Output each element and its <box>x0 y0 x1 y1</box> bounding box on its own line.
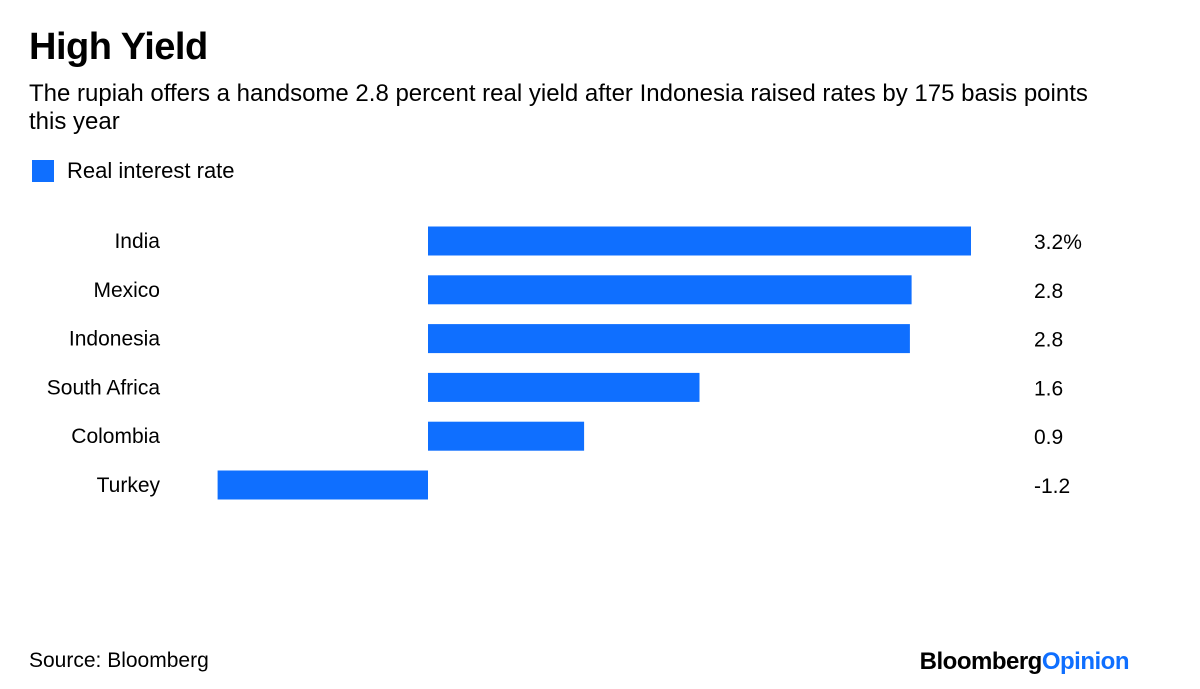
bar-colombia <box>428 421 585 451</box>
legend-swatch <box>32 160 54 182</box>
category-label: India <box>114 230 160 253</box>
value-label: 0.9 <box>1034 426 1063 449</box>
bar-mexico <box>428 275 912 305</box>
bar-chart: India 3.2% Mexico 2.8 Indonesia 2.8 South Afri… <box>47 226 1082 500</box>
legend-label: Real interest rate <box>67 158 235 183</box>
value-label: 2.8 <box>1034 280 1063 303</box>
category-label: Mexico <box>93 279 160 302</box>
chart-title: High Yield <box>29 26 208 68</box>
value-label: 2.8 <box>1034 329 1063 352</box>
category-label: Colombia <box>71 425 160 448</box>
brand-opinion: Opinion <box>1041 648 1130 675</box>
category-label: South Africa <box>47 376 161 399</box>
bar-indonesia <box>428 324 910 354</box>
category-label: Indonesia <box>69 328 160 351</box>
bar-india <box>428 226 971 256</box>
chart-subtitle: The rupiah offers a handsome 2.8 percent… <box>29 80 1088 135</box>
value-label: 3.2% <box>1034 231 1082 254</box>
value-label: -1.2 <box>1034 475 1070 498</box>
brand-bloomberg: Bloomberg <box>919 648 1043 675</box>
legend: Real interest rate <box>32 158 235 184</box>
source-note: Source: Bloomberg <box>29 649 209 672</box>
category-label: Turkey <box>97 474 161 497</box>
value-label: 1.6 <box>1034 377 1063 400</box>
bar-turkey <box>217 470 428 500</box>
brand-logo: BloombergOpinion <box>919 648 1130 676</box>
bar-south-africa <box>428 372 700 402</box>
